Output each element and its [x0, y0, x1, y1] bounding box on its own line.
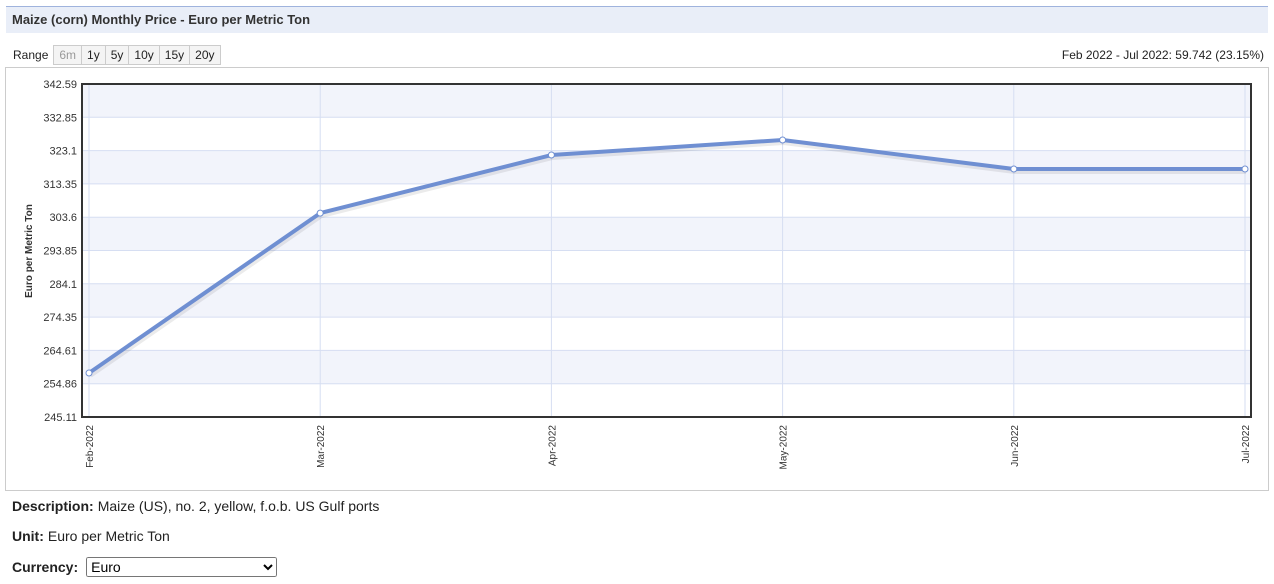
plot-area: 245.11 254.86 264.61 274.35 284.1 293.85 303.6… — [43, 79, 1252, 469]
grid-band — [82, 350, 1251, 384]
grid-band — [82, 250, 1251, 284]
grid-band — [82, 383, 1251, 417]
y-tick-label: 254.86 — [43, 379, 77, 391]
y-tick-label: 274.35 — [43, 312, 77, 324]
range-button[interactable]: 5y — [104, 45, 130, 65]
grid-band — [82, 217, 1251, 251]
description-text: Maize (US), no. 2, yellow, f.o.b. US Gul… — [97, 498, 380, 514]
x-tick-label: May-2022 — [779, 425, 790, 470]
y-tick-label: 264.61 — [43, 345, 77, 357]
grid-band — [82, 117, 1251, 151]
range-button[interactable]: 6m — [53, 45, 83, 65]
data-point — [1010, 165, 1018, 173]
unit: Unit: Euro per Metric Ton — [12, 528, 170, 544]
range-button[interactable]: 15y — [158, 45, 191, 65]
y-tick-label: 303.6 — [49, 212, 77, 224]
y-tick-label: 293.85 — [43, 246, 77, 258]
data-point — [85, 369, 93, 377]
unit-label: Unit: — [12, 528, 44, 544]
description: Description: Maize (US), no. 2, yellow, f… — [12, 498, 379, 514]
grid-band — [82, 84, 1251, 118]
plot-border — [81, 83, 1252, 418]
range-button[interactable]: 20y — [189, 45, 221, 65]
range-selector: Range 6m 1y 5y 10y 15y 20y — [13, 45, 221, 65]
line — [87, 137, 1245, 375]
data-point — [1241, 165, 1249, 173]
description-label: Description: — [12, 498, 94, 514]
x-tick-label: Mar-2022 — [316, 425, 327, 468]
currency: Currency: Euro — [12, 557, 278, 577]
range-button[interactable]: 10y — [128, 45, 160, 65]
chart: 245.11 254.86 264.61 274.35 284.1 293.85 303.6… — [5, 67, 1269, 491]
y-tick-label: 245.11 — [44, 412, 77, 424]
data-point — [779, 136, 787, 144]
y-tick-label: 342.59 — [43, 79, 77, 91]
x-tick-label: Feb-2022 — [85, 425, 96, 468]
data-point — [316, 209, 324, 217]
grid-band — [82, 183, 1251, 218]
grid-band — [82, 283, 1251, 318]
y-tick-label: 323.1 — [49, 146, 77, 158]
data-point — [547, 151, 555, 159]
page-title: Maize (corn) Monthly Price - Euro per Me… — [6, 6, 1268, 33]
grid-band — [82, 317, 1251, 351]
y-axis-label: Euro per Metric Ton — [24, 204, 35, 298]
range-summary: Feb 2022 - Jul 2022: 59.742 (23.15%) — [1061, 48, 1264, 62]
currency-label: Currency: — [12, 559, 79, 575]
range-label: Range — [13, 48, 49, 62]
x-tick-label: Jul-2022 — [1241, 425, 1252, 464]
y-tick-label: 284.1 — [49, 279, 77, 291]
range-button[interactable]: 1y — [81, 45, 106, 65]
unit-text: Euro per Metric Ton — [47, 528, 170, 544]
x-tick-label: Jun-2022 — [1010, 425, 1021, 467]
y-tick-label: 313.35 — [43, 179, 77, 191]
x-tick-label: Apr-2022 — [547, 425, 558, 467]
y-tick-label: 332.85 — [43, 112, 77, 124]
currency-select[interactable]: Euro — [86, 557, 278, 577]
